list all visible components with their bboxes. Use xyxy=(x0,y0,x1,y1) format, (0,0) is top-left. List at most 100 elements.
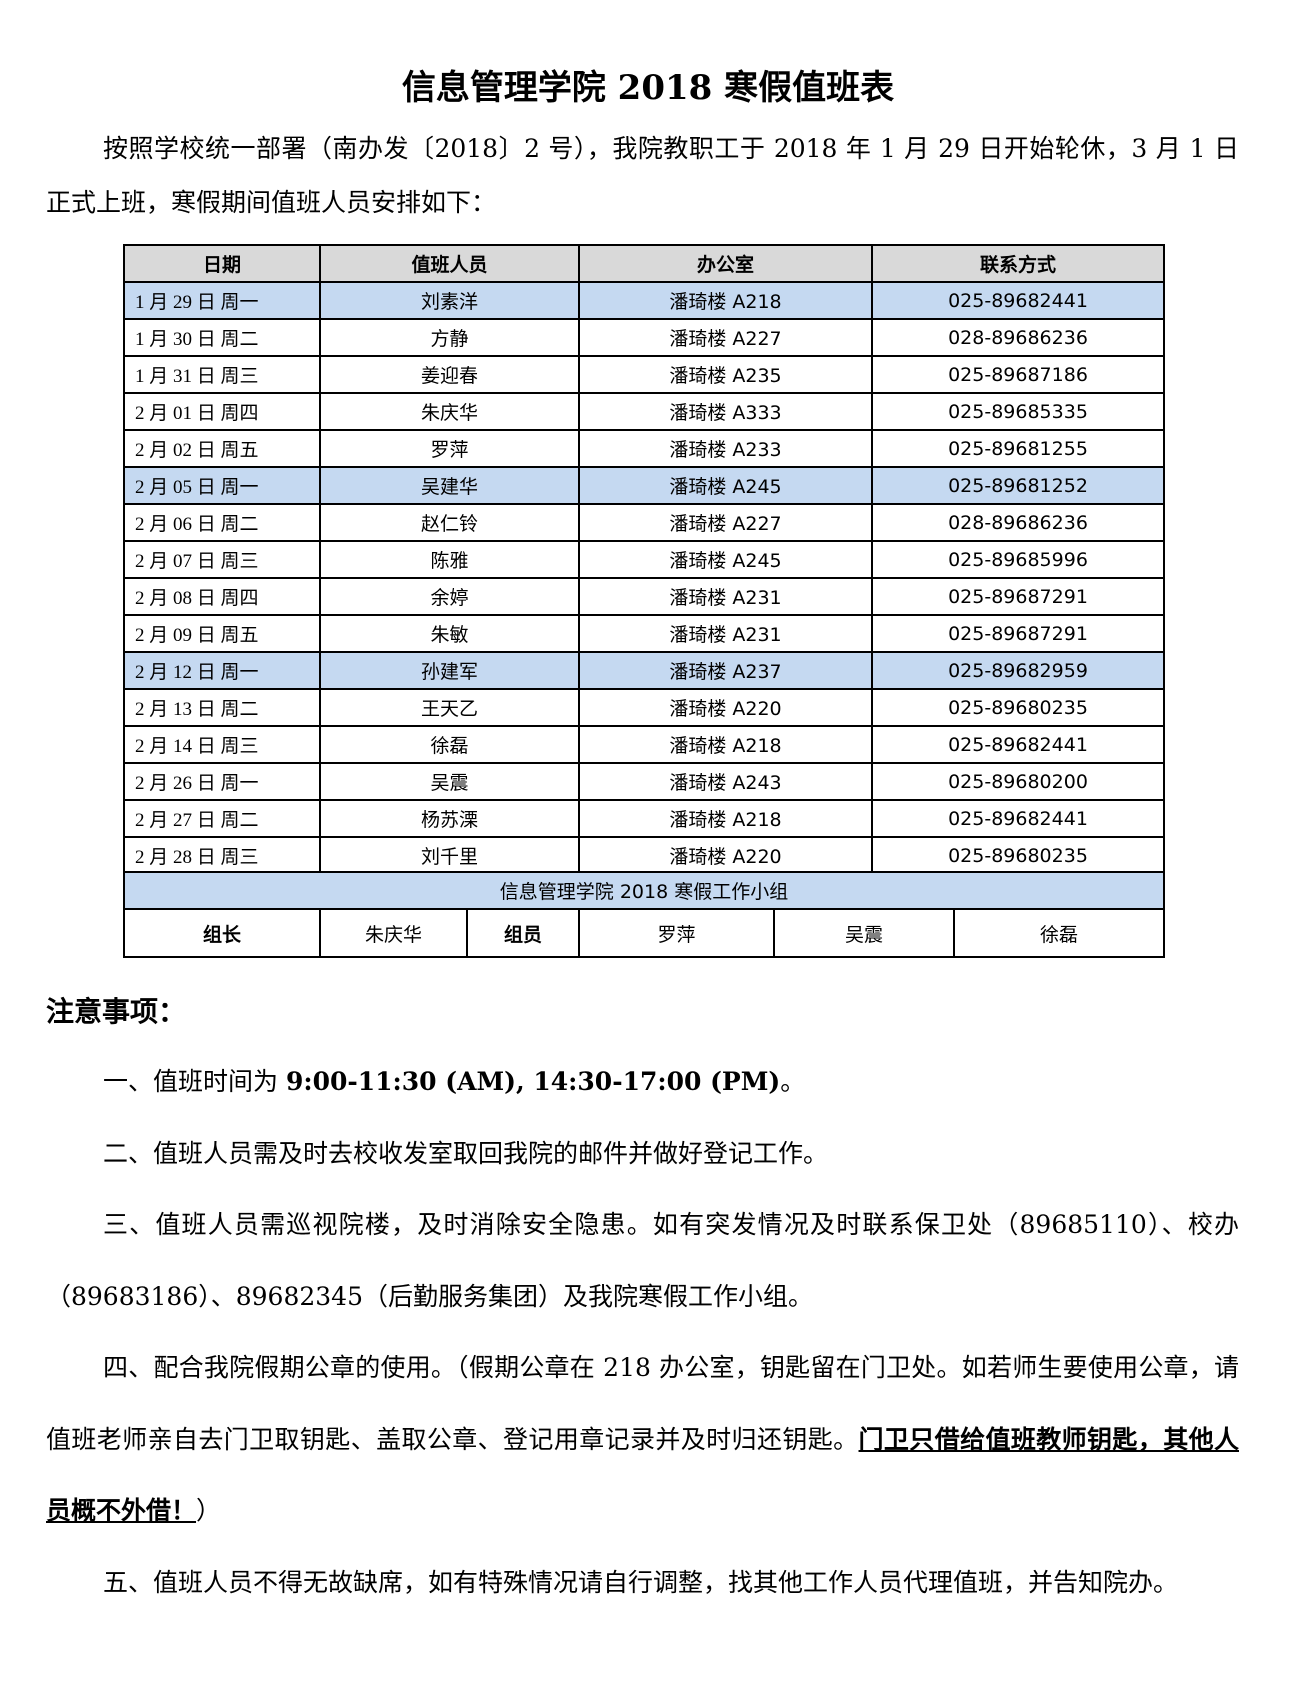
office-cell: 潘琦楼 A245 xyxy=(578,540,873,579)
office-cell: 潘琦楼 A245 xyxy=(578,466,873,505)
table-row: 2 月 02 日 周五 罗萍 潘琦楼 A233 025-89681255 xyxy=(123,429,1165,468)
note-5: 五、值班人员不得无故缺席，如有特殊情况请自行调整，找其他工作人员代理值班，并告知… xyxy=(103,1567,1179,1597)
notes-list: 一、值班时间为 9:00-11:30 (AM), 14:30-17:00 (PM… xyxy=(46,1046,1239,1618)
phone-cell: 028-89686236 xyxy=(871,503,1165,542)
member-name: 徐磊 xyxy=(953,908,1165,958)
office-cell: 潘琦楼 A218 xyxy=(578,799,873,838)
leader-name: 朱庆华 xyxy=(319,908,468,958)
date-cell: 1 月 29 日 周一 xyxy=(123,281,321,320)
key-warning: 门卫只借给值班教师钥匙，其他人员概不外借！ xyxy=(46,1424,1239,1526)
office-cell: 潘琦楼 A231 xyxy=(578,614,873,653)
note-1: 一、值班时间为 9:00-11:30 (AM), 14:30-17:00 (PM… xyxy=(46,1046,1239,1118)
phone-cell: 025-89682441 xyxy=(871,725,1165,764)
office-cell: 潘琦楼 A243 xyxy=(578,762,873,801)
note-3: 三、值班人员需巡视院楼，及时消除安全隐患。如有突发情况及时联系保卫处（89685… xyxy=(46,1210,1239,1311)
person-cell: 姜迎春 xyxy=(319,355,580,394)
phone-cell: 025-89681252 xyxy=(871,466,1165,505)
table-row: 2 月 28 日 周三 刘千里 潘琦楼 A220 025-89680235 xyxy=(123,836,1165,875)
work-group-table: 信息管理学院 2018 寒假工作小组 组长 朱庆华 组员 罗萍 吴震 徐磊 xyxy=(123,871,1165,958)
work-group-title: 信息管理学院 2018 寒假工作小组 xyxy=(123,871,1165,910)
person-cell: 赵仁铃 xyxy=(319,503,580,542)
date-cell: 2 月 07 日 周三 xyxy=(123,540,321,579)
phone-cell: 025-89682441 xyxy=(871,799,1165,838)
office-cell: 潘琦楼 A227 xyxy=(578,503,873,542)
table-row: 2 月 12 日 周一 孙建军 潘琦楼 A237 025-89682959 xyxy=(123,651,1165,690)
table-row: 2 月 27 日 周二 杨苏溧 潘琦楼 A218 025-89682441 xyxy=(123,799,1165,838)
person-cell: 刘千里 xyxy=(319,836,580,875)
office-cell: 潘琦楼 A237 xyxy=(578,651,873,690)
person-cell: 朱庆华 xyxy=(319,392,580,431)
table-header: 日期 值班人员 办公室 联系方式 xyxy=(123,244,1165,283)
notes-heading: 注意事项： xyxy=(46,995,187,1028)
intro-paragraph: 按照学校统一部署（南办发〔2018〕2 号），我院教职工于 2018 年 1 月… xyxy=(46,134,1239,217)
date-cell: 1 月 30 日 周二 xyxy=(123,318,321,357)
table-row: 2 月 07 日 周三 陈雅 潘琦楼 A245 025-89685996 xyxy=(123,540,1165,579)
table-row: 2 月 26 日 周一 吴震 潘琦楼 A243 025-89680200 xyxy=(123,762,1165,801)
table-row: 2 月 13 日 周二 王天乙 潘琦楼 A220 025-89680235 xyxy=(123,688,1165,727)
phone-cell: 025-89680235 xyxy=(871,836,1165,875)
person-cell: 徐磊 xyxy=(319,725,580,764)
person-cell: 朱敏 xyxy=(319,614,580,653)
table-row: 2 月 06 日 周二 赵仁铃 潘琦楼 A227 028-89686236 xyxy=(123,503,1165,542)
phone-cell: 025-89687291 xyxy=(871,577,1165,616)
note-text: 四、配合我院假期公章的使用。（假期公章在 218 办公室，钥匙留在门卫处。如若师… xyxy=(46,1353,1239,1454)
date-cell: 2 月 06 日 周二 xyxy=(123,503,321,542)
note-text: 一、值班时间为 xyxy=(103,1067,286,1096)
phone-cell: 025-89685996 xyxy=(871,540,1165,579)
phone-cell: 025-89687186 xyxy=(871,355,1165,394)
office-cell: 潘琦楼 A218 xyxy=(578,725,873,764)
date-cell: 2 月 08 日 周四 xyxy=(123,577,321,616)
member-name: 罗萍 xyxy=(578,908,775,958)
phone-cell: 025-89681255 xyxy=(871,429,1165,468)
duty-hours: 9:00-11:30 (AM), 14:30-17:00 (PM) xyxy=(285,1067,781,1096)
table-row: 2 月 14 日 周三 徐磊 潘琦楼 A218 025-89682441 xyxy=(123,725,1165,764)
person-cell: 方静 xyxy=(319,318,580,357)
person-cell: 杨苏溧 xyxy=(319,799,580,838)
office-cell: 潘琦楼 A218 xyxy=(578,281,873,320)
note-2: 二、值班人员需及时去校收发室取回我院的邮件并做好登记工作。 xyxy=(103,1138,829,1168)
date-cell: 2 月 28 日 周三 xyxy=(123,836,321,875)
person-cell: 罗萍 xyxy=(319,429,580,468)
date-cell: 2 月 27 日 周二 xyxy=(123,799,321,838)
table-row: 1 月 31 日 周三 姜迎春 潘琦楼 A235 025-89687186 xyxy=(123,355,1165,394)
phone-cell: 028-89686236 xyxy=(871,318,1165,357)
person-cell: 陈雅 xyxy=(319,540,580,579)
header-office: 办公室 xyxy=(578,244,873,283)
person-cell: 吴震 xyxy=(319,762,580,801)
phone-cell: 025-89680200 xyxy=(871,762,1165,801)
document-title: 信息管理学院 2018 寒假值班表 xyxy=(401,68,895,108)
date-cell: 1 月 31 日 周三 xyxy=(123,355,321,394)
leader-label: 组长 xyxy=(123,908,321,958)
person-cell: 余婷 xyxy=(319,577,580,616)
office-cell: 潘琦楼 A235 xyxy=(578,355,873,394)
member-label: 组员 xyxy=(466,908,580,958)
date-cell: 2 月 02 日 周五 xyxy=(123,429,321,468)
office-cell: 潘琦楼 A220 xyxy=(578,836,873,875)
person-cell: 吴建华 xyxy=(319,466,580,505)
office-cell: 潘琦楼 A220 xyxy=(578,688,873,727)
duty-table: 日期 值班人员 办公室 联系方式 1 月 29 日 周一 刘素洋 潘琦楼 A218 0… xyxy=(123,244,1165,875)
person-cell: 孙建军 xyxy=(319,651,580,690)
date-cell: 2 月 14 日 周三 xyxy=(123,725,321,764)
header-date: 日期 xyxy=(123,244,321,283)
work-group-row: 组长 朱庆华 组员 罗萍 吴震 徐磊 xyxy=(123,908,1165,958)
date-cell: 2 月 13 日 周二 xyxy=(123,688,321,727)
table-row: 1 月 30 日 周二 方静 潘琦楼 A227 028-89686236 xyxy=(123,318,1165,357)
office-cell: 潘琦楼 A227 xyxy=(578,318,873,357)
header-phone: 联系方式 xyxy=(871,244,1165,283)
date-cell: 2 月 12 日 周一 xyxy=(123,651,321,690)
office-cell: 潘琦楼 A333 xyxy=(578,392,873,431)
phone-cell: 025-89682959 xyxy=(871,651,1165,690)
phone-cell: 025-89687291 xyxy=(871,614,1165,653)
table-row: 2 月 09 日 周五 朱敏 潘琦楼 A231 025-89687291 xyxy=(123,614,1165,653)
note-text: 。 xyxy=(780,1067,806,1096)
table-row: 1 月 29 日 周一 刘素洋 潘琦楼 A218 025-89682441 xyxy=(123,281,1165,320)
office-cell: 潘琦楼 A233 xyxy=(578,429,873,468)
office-cell: 潘琦楼 A231 xyxy=(578,577,873,616)
date-cell: 2 月 05 日 周一 xyxy=(123,466,321,505)
table-row: 2 月 01 日 周四 朱庆华 潘琦楼 A333 025-89685335 xyxy=(123,392,1165,431)
phone-cell: 025-89682441 xyxy=(871,281,1165,320)
note-4: 四、配合我院假期公章的使用。（假期公章在 218 办公室，钥匙留在门卫处。如若师… xyxy=(46,1332,1239,1547)
table-row: 2 月 08 日 周四 余婷 潘琦楼 A231 025-89687291 xyxy=(123,577,1165,616)
person-cell: 王天乙 xyxy=(319,688,580,727)
